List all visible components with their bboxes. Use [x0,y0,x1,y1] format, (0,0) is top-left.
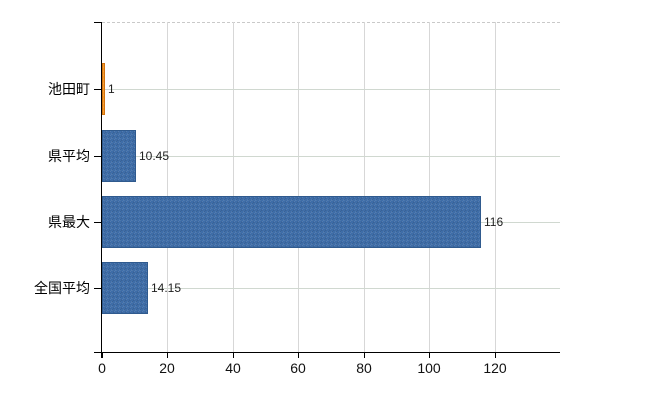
y-tick [94,156,102,157]
x-tick-label: 100 [417,360,441,376]
x-tick-label: 60 [290,360,306,376]
bar-value-label: 116 [484,215,504,229]
x-tick [233,353,234,358]
x-axis [94,352,560,353]
bar [102,63,105,115]
horizontal-gridline [102,156,560,157]
y-axis-end-tick [94,22,102,23]
x-tick-label: 80 [356,360,372,376]
x-tick-label: 0 [98,360,106,376]
category-label: 全国平均 [34,280,90,296]
y-tick [94,89,102,90]
x-tick-label: 40 [225,360,241,376]
bar-value-label: 1 [108,82,115,96]
vertical-gridline [364,22,365,352]
y-tick [94,288,102,289]
bar-value-label: 14.15 [151,281,182,295]
x-tick [167,353,168,358]
vertical-gridline [167,22,168,352]
bar-value-label: 10.45 [139,149,170,163]
x-tick [298,353,299,358]
category-label: 県平均 [48,148,90,164]
y-axis [101,22,102,358]
bar [102,196,481,248]
vertical-gridline [429,22,430,352]
y-tick [94,222,102,223]
vertical-gridline [495,22,496,352]
category-label: 県最大 [48,214,90,230]
x-tick-label: 120 [483,360,507,376]
vertical-gridline [298,22,299,352]
category-label: 池田町 [48,81,90,97]
x-tick-label: 20 [159,360,175,376]
bar [102,262,148,314]
plot-top-border [102,22,560,23]
x-tick [495,353,496,358]
horizontal-gridline [102,89,560,90]
x-tick [102,353,103,358]
bar [102,130,136,182]
x-tick [429,353,430,358]
horizontal-gridline [102,288,560,289]
x-tick [364,353,365,358]
vertical-gridline [233,22,234,352]
